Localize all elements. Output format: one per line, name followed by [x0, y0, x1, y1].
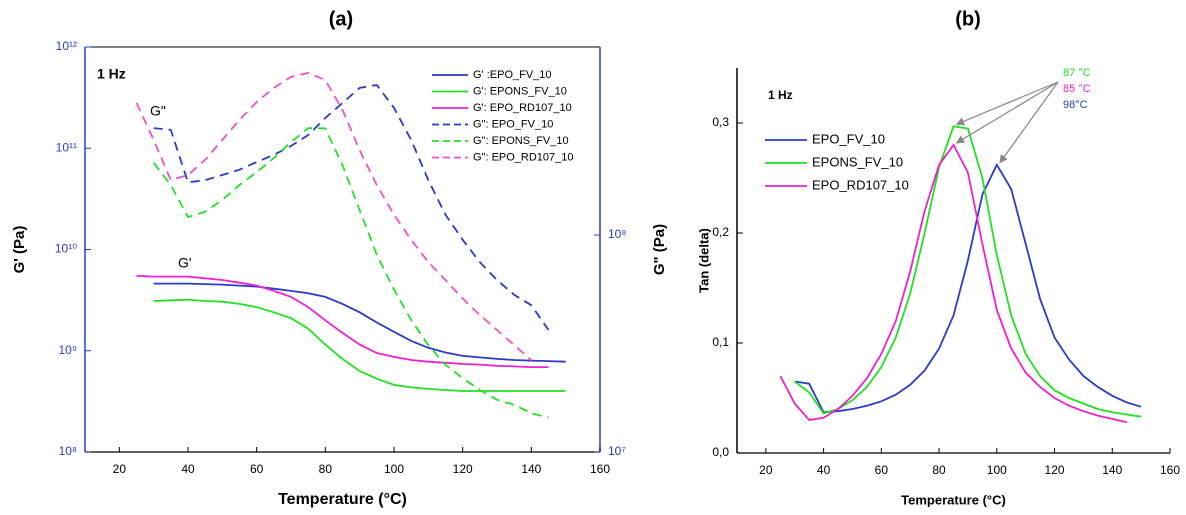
x-tick-label: 80 [319, 462, 333, 476]
legend-label: G": EPO_RD107_10 [473, 151, 574, 163]
legend-label: EPO_FV_10 [812, 131, 885, 146]
annotation: 1 Hz [768, 88, 793, 102]
y2-tick-label: 10⁸ [608, 227, 626, 241]
legend-label: EPO_RD107_10 [812, 177, 909, 192]
annotation: G" [150, 103, 166, 119]
x-tick-label: 100 [384, 462, 404, 476]
y-tick-label: 0,3 [712, 115, 729, 129]
series-line [153, 298, 566, 392]
series-line [779, 143, 1127, 424]
x-tick-label: 120 [1045, 463, 1065, 477]
series-line [135, 72, 532, 361]
x-tick-label: 40 [181, 462, 195, 476]
y-tick-label: 0,0 [712, 445, 729, 459]
y-tick-label: 0,1 [712, 335, 729, 349]
series-line [794, 162, 1142, 414]
annotation: 85 °C [1063, 83, 1091, 95]
legend-label: G' :EPO_FV_10 [473, 69, 552, 81]
chart-title: (b) [955, 8, 981, 30]
legend-label: EPONS_FV_10 [812, 154, 903, 169]
x-tick-label: 40 [817, 463, 831, 477]
x-tick-label: 100 [987, 463, 1007, 477]
x-tick-label: 160 [590, 462, 610, 476]
series-line [794, 125, 1142, 418]
y2-tick-label: 10⁷ [608, 444, 626, 458]
x-tick-label: 160 [1160, 463, 1180, 477]
y-tick-label: 10⁹ [59, 343, 78, 357]
x-axis-label: Temperature (°C) [278, 491, 407, 508]
x-tick-label: 20 [759, 463, 773, 477]
legend-label: G": EPONS_FV_10 [473, 135, 569, 147]
x-tick-label: 60 [250, 462, 264, 476]
annotation: G' [178, 255, 192, 271]
annotation: 98°C [1063, 99, 1088, 111]
x-tick-label: 140 [521, 462, 541, 476]
y-tick-label: 10¹⁰ [55, 242, 77, 256]
annotation-arrow [955, 81, 1059, 144]
y-tick-label: 10¹² [56, 39, 77, 53]
y-axis-label: Tan (delta) [696, 228, 711, 293]
annotation: 87 °C [1063, 67, 1091, 79]
x-axis-label: Temperature (°C) [901, 492, 1006, 507]
annotation-arrow [955, 81, 1059, 126]
annotation: 1 Hz [97, 66, 126, 82]
x-tick-label: 20 [113, 462, 127, 476]
series-line [152, 127, 549, 419]
x-tick-label: 80 [932, 463, 946, 477]
y-tick-label: 10¹¹ [56, 140, 77, 154]
legend-label: G': EPO_RD107_10 [473, 102, 572, 114]
chart-title: (a) [329, 8, 353, 30]
y2-axis-label: G" (Pa) [651, 224, 668, 275]
y-axis-label: G' (Pa) [11, 226, 28, 274]
x-tick-label: 140 [1102, 463, 1122, 477]
legend-label: G': EPONS_FV_10 [473, 85, 567, 97]
legend-label: G": EPO_FV_10 [473, 118, 553, 130]
annotation-arrow [999, 81, 1059, 164]
series-line [153, 282, 566, 363]
series-line [136, 274, 549, 368]
y-tick-label: 0,2 [712, 225, 729, 239]
x-tick-label: 60 [875, 463, 889, 477]
series-line [153, 84, 550, 331]
x-tick-label: 120 [453, 462, 473, 476]
y-tick-label: 10⁸ [59, 444, 77, 458]
